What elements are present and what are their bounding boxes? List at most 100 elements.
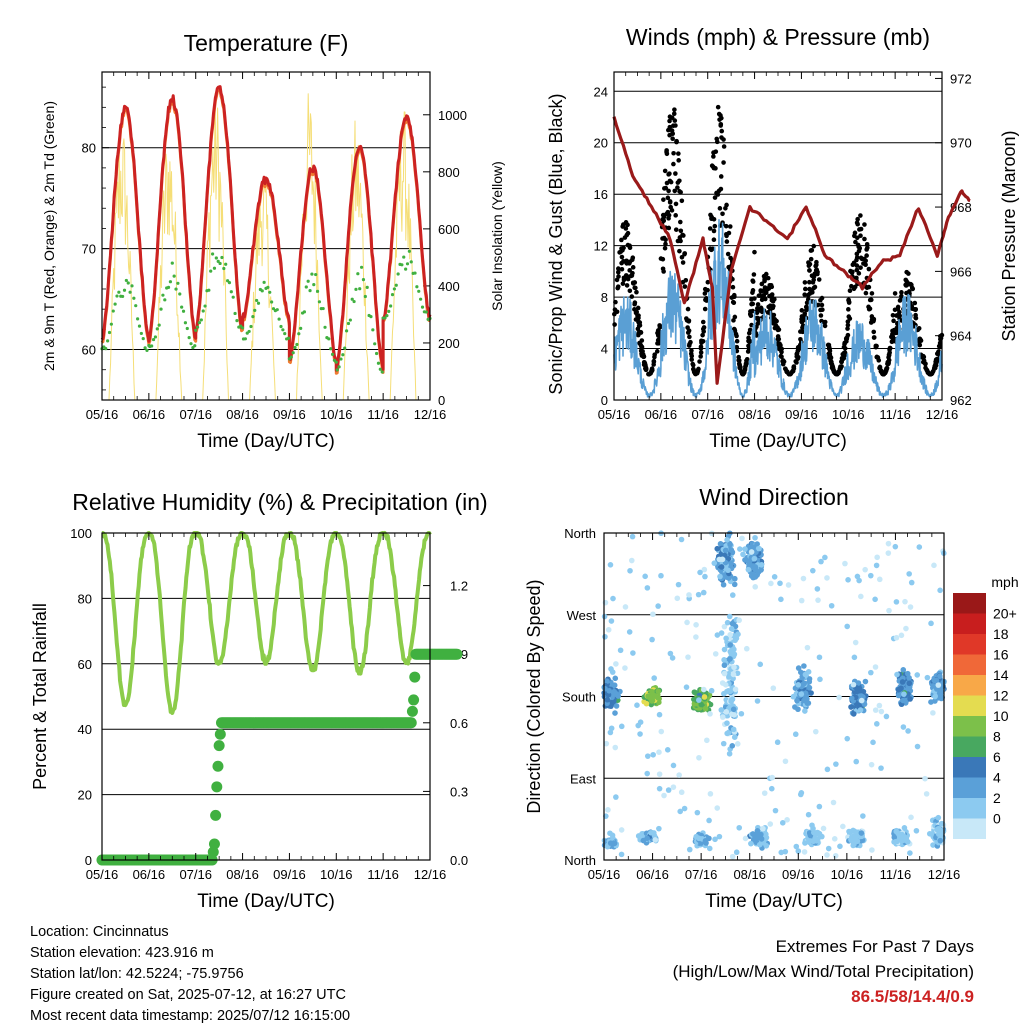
humidity-title: Relative Humidity (%) & Precipitation (i… [72,489,487,515]
gust-point [847,316,853,321]
gust-point [676,151,681,156]
direction-point [825,845,832,852]
dewpoint-point [365,285,369,289]
direction-ytick-label: West [567,608,597,623]
direction-point [728,547,735,553]
dewpoint-point [212,266,217,270]
gust-point [794,360,799,365]
direction-point [758,567,764,573]
direction-point [729,853,736,860]
direction-point [758,561,765,568]
gust-point [758,305,764,311]
direction-point [809,822,815,829]
gust-point [845,326,850,331]
legend-swatch [953,593,986,614]
gust-point [672,107,677,112]
legend-label: 8 [993,729,1001,745]
gust-point [786,371,792,377]
gust-point [634,289,639,295]
dewpoint-point [286,336,291,340]
dewpoint-point [409,260,413,264]
humidity-line [100,531,432,715]
gust-point [755,302,761,307]
dewpoint-point [363,294,367,299]
temperature-y2tick-label: 200 [438,336,460,351]
direction-point [906,680,913,687]
gust-point [799,319,804,324]
dewpoint-point [415,285,419,289]
dewpoint-point [207,288,211,292]
gust-point [703,297,708,303]
direction-point [704,737,710,744]
gust-point [698,344,704,350]
dewpoint-point [235,319,239,323]
direction-point [721,646,728,653]
dewpoint-point [224,262,228,266]
gust-point [716,111,722,117]
direction-point [727,656,733,662]
legend-swatch [953,634,986,655]
humidity-frame [101,532,431,861]
dewpoint-point [327,337,331,341]
gust-point [818,297,823,303]
gust-point [686,318,692,323]
gust-point [745,349,751,354]
gust-point [871,329,877,335]
direction-point [726,750,733,757]
direction-xtick-label: 10/16 [831,867,864,882]
gust-point [714,139,720,145]
direction-point [693,634,699,640]
direction-point [652,837,659,843]
direction-point [784,817,790,823]
gust-point [730,299,736,305]
direction-point [613,703,620,709]
direction-point [664,746,671,753]
gust-point [671,111,677,116]
direction-point [726,674,732,680]
dewpoint-point [390,293,395,297]
direction-point [831,835,838,842]
direction-point [785,582,792,588]
direction-point [798,691,805,697]
direction-point [792,731,799,738]
gust-point [630,265,636,270]
gust-point [912,300,918,306]
dewpoint-point [183,321,188,325]
direction-point [873,562,880,569]
dewpoint-point [107,330,112,335]
gust-point [759,281,765,287]
direction-point [774,739,781,746]
direction-point [907,604,914,610]
gust-point [775,334,781,339]
direction-point [683,684,690,690]
direction-point [793,843,800,850]
direction-point [900,724,907,730]
direction-point [630,650,636,656]
direction-point [714,545,721,552]
dewpoint-point [172,274,176,278]
legend-swatch [953,613,986,634]
humidity-ylabel: Percent & Total Rainfall [30,603,50,790]
direction-point [893,599,900,605]
gust-point [730,284,736,290]
direction-point [729,592,736,598]
gust-point [894,329,900,335]
direction-point [678,536,685,543]
direction-point [658,572,664,579]
dewpoint-point [385,314,389,318]
gust-point [813,263,818,269]
direction-point [656,785,663,792]
direction-point [612,675,619,682]
direction-point [655,695,661,701]
direction-point [867,572,874,579]
direction-point [900,667,907,673]
created-text: Figure created on Sat, 2025-07-12, at 16… [30,987,346,1003]
gust-point [671,161,676,167]
winds-ylabel: Sonic/Prop Wind & Gust (Blue, Black) [546,93,566,394]
direction-point [812,728,819,735]
winds-y2tick-label: 970 [950,136,972,151]
gust-point [678,219,683,225]
temperature-xtick-label: 08/16 [226,407,259,422]
temperature-ytick-label: 60 [82,343,96,358]
gust-point [640,353,646,358]
